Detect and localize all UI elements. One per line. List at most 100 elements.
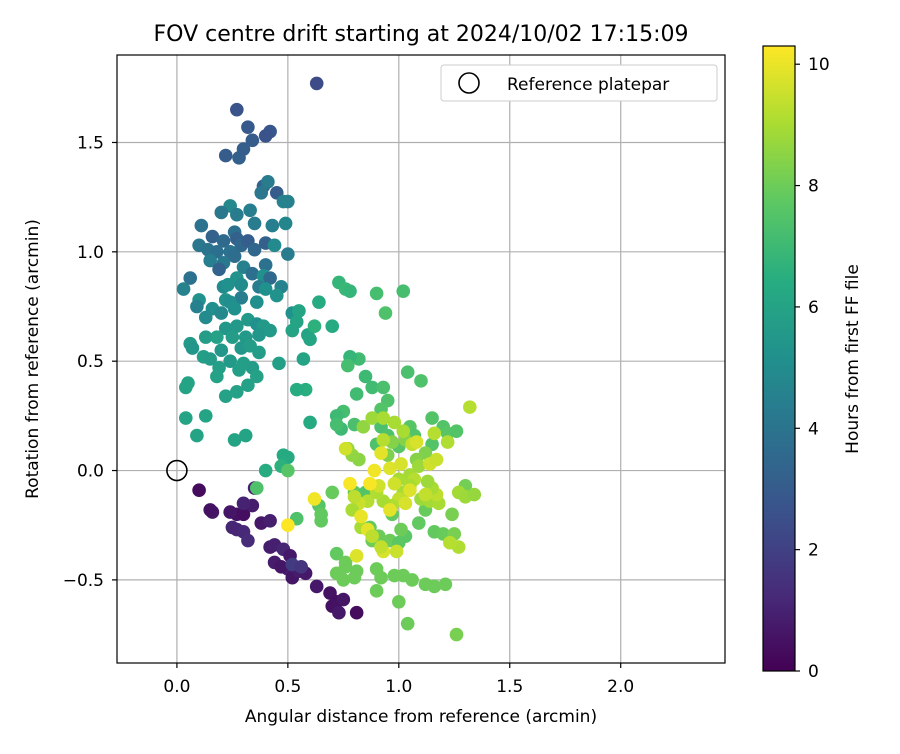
data-point [409,435,424,449]
colorbar-label: Hours from first FF file [843,264,863,454]
data-point [227,249,242,264]
data-point [387,415,402,430]
data-point [347,489,362,504]
data-point [210,369,224,384]
colorbar-tick-label: 2 [808,541,819,561]
colorbar-ticks: 0 2 4 6 8 10 [795,55,830,682]
data-point [294,559,308,574]
data-point [374,540,388,554]
data-point [216,234,231,248]
legend-box [440,64,718,102]
data-point [269,288,284,303]
data-point [383,503,397,517]
data-point [232,363,246,377]
data-point [214,343,229,358]
data-point [214,205,229,220]
data-point [281,463,295,478]
data-point [192,483,206,498]
data-point [263,514,277,528]
data-point [425,411,439,425]
data-point [467,487,482,502]
data-point [383,461,397,476]
data-point [369,584,384,598]
y-tick-label: 1.0 [77,243,104,263]
x-tick-label: 1.0 [385,677,412,697]
data-point [230,207,244,222]
x-axis-label: Angular distance from reference (arcmin) [245,707,597,727]
data-point [225,330,240,344]
data-point [411,459,426,473]
data-point [276,194,291,209]
data-point [265,218,280,233]
data-point [198,330,213,344]
x-tick-label: 0.5 [274,677,301,697]
data-point [236,496,251,511]
data-point [307,319,322,333]
data-point [378,306,393,320]
x-axis-ticks: 0.0 0.5 1.0 1.5 2.0 [163,663,634,697]
data-point [349,549,364,563]
data-point [214,306,229,320]
data-point [241,533,255,548]
data-point [325,319,340,333]
data-point [389,544,404,559]
data-point [178,411,193,425]
data-point [394,522,408,537]
data-point [340,358,355,373]
data-point [303,332,317,347]
data-point [374,570,388,585]
data-point [285,323,300,338]
data-point [245,266,260,281]
data-point [376,411,391,425]
data-point [249,369,264,384]
data-point [234,277,249,292]
data-point [411,516,426,530]
data-point [343,284,357,299]
data-point [263,271,277,285]
data-point [356,419,371,434]
data-point [396,284,411,299]
data-point [252,328,266,342]
data-point [227,433,242,447]
data-point [267,238,282,253]
legend-label: Reference platepar [507,75,669,95]
y-axis-ticks: −0.5 0.0 0.5 1.0 1.5 [63,133,117,591]
reference-platepar-marker [166,459,188,482]
data-point [245,133,260,148]
data-point [314,514,328,528]
data-point [394,457,408,471]
data-point [181,376,195,390]
data-point [325,485,340,500]
data-point [258,129,273,143]
data-point [427,579,442,594]
data-point [440,435,455,449]
data-point [354,509,368,524]
x-tick-label: 2.0 [607,677,634,697]
data-point [258,282,273,296]
data-point [289,382,304,397]
data-point [223,505,237,519]
data-point [387,476,402,491]
legend-open-circle-icon [458,72,480,94]
legend: Reference platepar [440,64,718,102]
data-point [230,102,244,117]
data-point [309,579,324,594]
data-point [281,247,295,261]
data-point [183,271,198,285]
data-point [336,573,351,587]
data-point [190,299,204,314]
data-point [403,483,417,498]
colorbar-tick-label: 6 [808,298,819,318]
data-point [212,262,226,277]
data-point [292,304,306,318]
data-point [365,380,379,395]
data-point [236,507,251,522]
data-point [369,286,384,301]
data-point [438,577,453,592]
data-point [398,496,413,511]
data-point [349,387,364,401]
data-point [261,175,275,189]
data-point [343,476,357,491]
